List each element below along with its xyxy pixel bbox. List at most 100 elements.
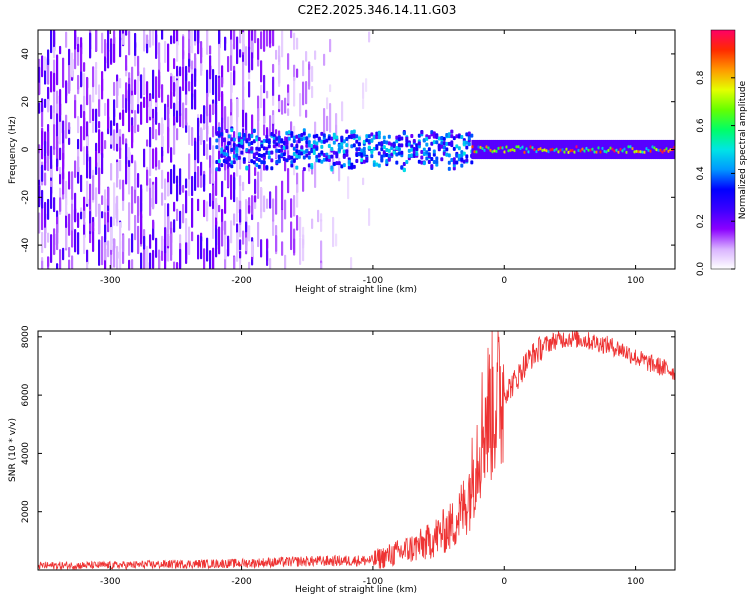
spectrogram-cell: [167, 182, 170, 197]
spectrogram-cell: [567, 139, 571, 160]
spectrogram-cell: [450, 157, 454, 162]
spectrogram-cell: [375, 131, 379, 136]
spectrogram-cell: [170, 168, 173, 195]
spectrogram-cell: [200, 235, 203, 260]
spectrogram-cell: [601, 146, 605, 150]
spectrogram-cell: [110, 120, 113, 149]
spectrogram-cell: [643, 150, 647, 154]
spectrogram-cell: [98, 132, 101, 156]
spectrogram-cell: [110, 226, 113, 251]
spectrogram-cell: [311, 65, 314, 83]
spectrogram-cell: [535, 150, 539, 154]
spectrogram-cell: [329, 38, 332, 53]
spectrogram-cell: [262, 138, 266, 143]
spectrogram-cell: [609, 146, 613, 150]
spectrogram-cell: [80, 70, 83, 88]
spectrogram-cell: [651, 139, 655, 160]
spectrogram-cell: [412, 153, 416, 158]
spectrogram-cell: [113, 81, 116, 96]
spectrogram-cell: [41, 164, 44, 182]
spectrogram-cell: [155, 128, 158, 141]
spectrogram-cell: [420, 130, 424, 135]
spectrogram-cell: [59, 121, 62, 145]
spectrogram-cell: [86, 76, 89, 106]
spectrogram-cell: [450, 134, 454, 139]
x-tick-label: 100: [627, 577, 644, 587]
spectrogram-cell: [71, 52, 74, 78]
spectrogram-cell: [266, 238, 269, 249]
spectrogram-cell: [95, 108, 98, 133]
spectrogram-cell: [53, 90, 56, 115]
spectrogram-cell: [531, 146, 535, 150]
spectrogram-cell: [491, 139, 495, 160]
spectrogram-cell: [465, 145, 469, 150]
spectrogram-cell: [203, 174, 206, 192]
spectrogram-cell: [287, 136, 291, 141]
spectrogram-cell: [74, 30, 77, 50]
spectrogram-cell: [215, 103, 218, 134]
spectrogram-cell: [41, 203, 44, 231]
spectrogram-cell: [559, 148, 563, 152]
spectrogram-cell: [215, 167, 219, 172]
spectrogram-cell: [230, 30, 233, 41]
spectrogram-cell: [402, 162, 406, 167]
spectrogram-cell: [422, 151, 426, 156]
spectrogram-cell: [95, 187, 98, 217]
spectrogram-cell: [302, 155, 306, 160]
spectrogram-cell: [68, 259, 71, 269]
spectrogram-cell: [277, 135, 281, 140]
spectrogram-cell: [119, 129, 122, 137]
spectrogram-x-axis: -300 -200 -100 0 100: [100, 30, 644, 286]
spectrogram-cell: [302, 60, 305, 77]
spectrogram-cell: [332, 135, 336, 140]
spectrogram-cell: [230, 128, 234, 133]
spectrogram-cell: [355, 134, 359, 139]
spectrogram-cell: [345, 152, 349, 157]
spectrogram-cell: [422, 138, 426, 143]
spectrogram-cell: [523, 139, 527, 160]
spectrogram-cell: [347, 165, 351, 170]
spectrogram-cell: [179, 168, 182, 192]
spectrogram-cell: [74, 192, 77, 223]
spectrogram-cell: [242, 32, 245, 53]
spectrogram-cell: [140, 184, 143, 203]
spectrogram-cell: [310, 149, 314, 154]
spectrogram-cell: [152, 117, 155, 140]
spectrogram-cell: [633, 139, 637, 160]
spectrogram-cell: [230, 147, 234, 152]
spectrogram-cell: [158, 249, 161, 269]
spectrogram-cell: [65, 31, 68, 48]
spectrogram-cell: [257, 164, 261, 169]
spectrogram-cell: [460, 163, 464, 168]
spectrogram-cell: [297, 154, 301, 159]
spectrogram-cell: [255, 157, 259, 162]
spectrogram-cell: [221, 180, 224, 198]
spectrogram-cell: [465, 158, 469, 163]
spectrogram-cell: [335, 112, 338, 140]
spectrogram-cell: [206, 69, 209, 98]
spectrogram-cell: [176, 80, 179, 111]
spectrogram-cell: [197, 117, 200, 142]
spectrogram-cell: [38, 185, 41, 206]
spectrogram-cell: [217, 126, 221, 131]
spectrogram-cell: [595, 139, 599, 160]
spectrogram-cell: [293, 125, 296, 138]
spectrogram-cell: [302, 128, 306, 133]
spectrogram-cell: [197, 234, 200, 260]
spectrogram-cell: [173, 81, 176, 97]
spectrogram-cell: [191, 197, 194, 228]
spectrogram-cell: [236, 232, 239, 262]
spectrogram-cell: [247, 142, 251, 147]
spectrogram-cell: [227, 168, 230, 188]
spectrogram-cell: [575, 145, 579, 149]
spectrogram-cell: [77, 74, 80, 90]
spectrogram-cell: [254, 167, 257, 176]
spectrogram-cell: [250, 141, 254, 146]
spectrogram-cell: [254, 178, 257, 194]
spectrogram-cell: [362, 150, 366, 155]
spectrogram-cell: [302, 81, 305, 106]
spectrogram-cell: [410, 144, 414, 149]
spectrogram-cell: [432, 134, 436, 139]
spectrogram-cell: [475, 150, 479, 154]
spectrogram-cell: [460, 150, 464, 155]
